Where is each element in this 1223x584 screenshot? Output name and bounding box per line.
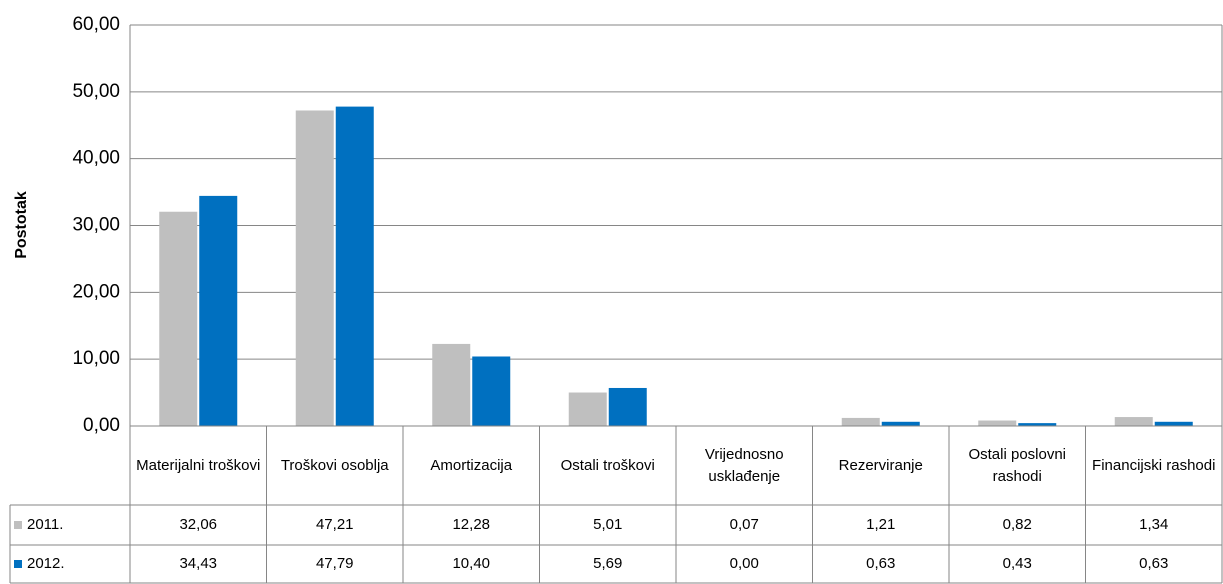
table-value: 12,28 [452,516,490,533]
legend-label: 2012. [27,555,65,572]
y-tick-label: 0,00 [83,415,120,436]
bar [335,106,374,426]
bar [881,421,920,426]
table-value: 0,82 [1003,516,1032,533]
y-axis-label: Postotak [13,191,30,259]
category-cell: Vrijednosno usklađenje [704,445,784,485]
bar [432,343,471,426]
bar [1114,417,1153,426]
table-value: 47,21 [316,516,354,533]
bar [608,387,647,426]
category-cell: Materijalni troškovi [136,456,261,474]
bar [199,195,238,426]
table-value: 0,43 [1003,555,1032,572]
x-tick-label: Ostali poslovni rashodi [968,445,1067,485]
x-tick-label: Materijalni troškovi [136,456,261,474]
table-value: 0,00 [730,555,759,572]
x-tick-label: Troškovi osoblja [280,456,389,474]
category-cell: Financijski rashodi [1092,456,1216,474]
x-tick-label: Rezerviranje [838,456,923,474]
bar [472,356,511,426]
table-value: 10,40 [452,555,490,572]
y-tick-label: 30,00 [72,215,120,236]
bar [295,110,334,427]
category-cell: Rezerviranje [838,456,923,474]
legend-swatch [14,521,22,529]
table-value: 0,63 [1139,555,1168,572]
table-value: 32,06 [179,516,217,533]
legend-label: 2011. [27,516,63,533]
table-value: 0,63 [866,555,895,572]
bar [1018,423,1057,426]
category-cell: Ostali troškovi [560,456,655,474]
bar [1154,421,1193,426]
y-tick-label: 10,00 [72,348,120,369]
category-cell: Amortizacija [430,456,513,474]
x-tick-label: Amortizacija [430,456,513,474]
bar [841,417,880,426]
legend-swatch [14,560,22,568]
y-tick-label: 20,00 [72,281,120,302]
category-cell: Ostali poslovni rashodi [968,445,1067,485]
category-cell: Troškovi osoblja [280,456,389,474]
table-value: 34,43 [179,555,217,572]
x-tick-label: Vrijednosno usklađenje [704,445,784,485]
table-value: 5,01 [593,516,622,533]
table-value: 1,34 [1139,516,1168,533]
y-tick-label: 60,00 [72,14,120,35]
table-value: 0,07 [730,516,759,533]
bar [568,392,607,426]
x-tick-label: Financijski rashodi [1092,456,1216,474]
y-tick-label: 40,00 [72,148,120,169]
table-value: 47,79 [316,555,354,572]
x-tick-label: Ostali troškovi [560,456,655,474]
table-value: 5,69 [593,555,622,572]
table-value: 1,21 [866,516,895,533]
y-tick-label: 50,00 [72,81,120,102]
bar [978,420,1017,426]
bar [159,211,198,426]
